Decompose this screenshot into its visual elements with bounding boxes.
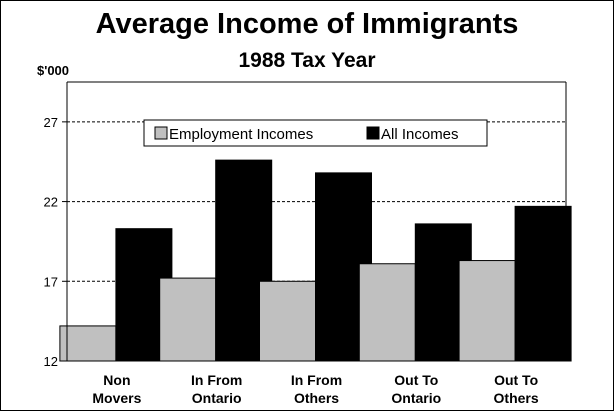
x-category-label: In From <box>191 372 242 388</box>
x-category-label: In From <box>291 372 342 388</box>
legend-label: Employment Incomes <box>169 126 313 143</box>
x-category-label: Out To <box>494 372 538 388</box>
legend-box <box>143 119 488 147</box>
x-category-label: Others <box>494 390 539 406</box>
bar-employment-incomes <box>159 277 217 362</box>
bar-employment-incomes <box>458 260 516 362</box>
chart-subtitle: 1988 Tax Year <box>238 49 376 72</box>
bar-employment-incomes <box>358 263 416 362</box>
x-category-label: Ontario <box>192 390 242 406</box>
legend-swatch <box>154 126 168 140</box>
y-tick-label: 12 <box>44 354 58 369</box>
x-category-label: Movers <box>92 390 141 406</box>
bar-employment-incomes <box>259 280 316 362</box>
x-category-label: Non <box>103 372 130 388</box>
x-category-label: Ontario <box>391 390 441 406</box>
y-axis-unit-label: $'000 <box>37 63 70 78</box>
y-tick-label: 22 <box>44 195 58 210</box>
legend-label: All Incomes <box>381 126 459 143</box>
y-tick-label: 17 <box>44 274 58 289</box>
x-category-label: Others <box>294 390 339 406</box>
chart-title: Average Income of Immigrants <box>95 8 519 40</box>
bar-all-incomes <box>514 205 572 362</box>
bar-employment-incomes <box>59 325 117 362</box>
legend-swatch <box>366 126 380 140</box>
y-tick-label: 27 <box>44 115 58 130</box>
x-category-label: Out To <box>394 372 438 388</box>
